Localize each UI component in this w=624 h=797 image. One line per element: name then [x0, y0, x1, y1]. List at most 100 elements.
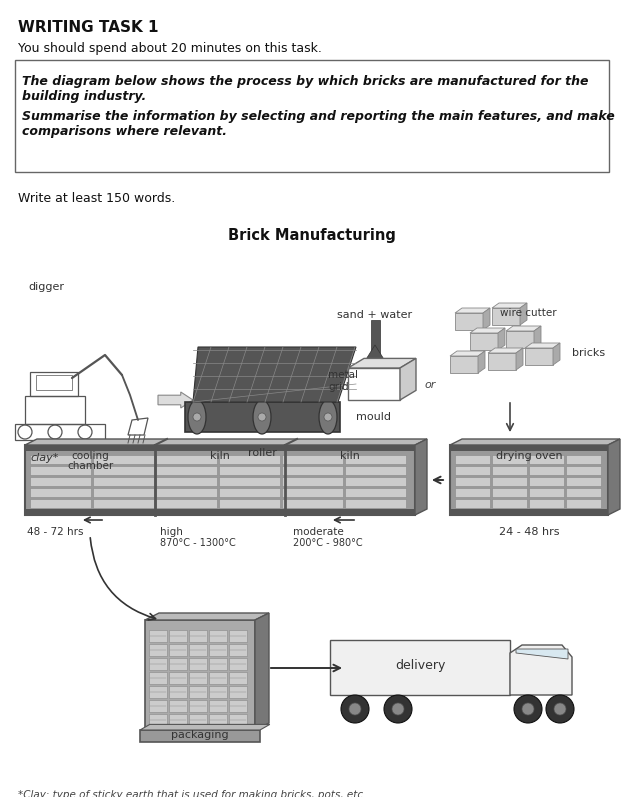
FancyBboxPatch shape — [93, 455, 154, 464]
FancyBboxPatch shape — [156, 488, 217, 497]
FancyBboxPatch shape — [345, 466, 406, 475]
FancyBboxPatch shape — [189, 644, 207, 656]
FancyBboxPatch shape — [529, 466, 564, 475]
Polygon shape — [488, 353, 516, 370]
Ellipse shape — [188, 400, 206, 434]
FancyBboxPatch shape — [345, 499, 406, 508]
FancyBboxPatch shape — [492, 466, 527, 475]
FancyBboxPatch shape — [229, 714, 247, 726]
FancyBboxPatch shape — [169, 644, 187, 656]
FancyBboxPatch shape — [169, 630, 187, 642]
Polygon shape — [553, 343, 560, 365]
FancyBboxPatch shape — [209, 700, 227, 712]
FancyBboxPatch shape — [566, 455, 601, 464]
Text: Brick Manufacturing: Brick Manufacturing — [228, 228, 396, 243]
Text: kiln: kiln — [210, 451, 230, 461]
Polygon shape — [478, 351, 485, 373]
Text: chamber: chamber — [67, 461, 113, 471]
Text: The diagram below shows the process by which bricks are manufactured for the: The diagram below shows the process by w… — [22, 75, 588, 88]
FancyBboxPatch shape — [30, 455, 91, 464]
FancyBboxPatch shape — [345, 477, 406, 486]
Polygon shape — [488, 348, 523, 353]
FancyBboxPatch shape — [140, 730, 260, 742]
Circle shape — [341, 695, 369, 723]
Circle shape — [514, 695, 542, 723]
Text: WRITING TASK 1: WRITING TASK 1 — [18, 20, 158, 35]
Polygon shape — [506, 326, 541, 331]
FancyBboxPatch shape — [219, 477, 280, 486]
FancyBboxPatch shape — [189, 658, 207, 670]
Ellipse shape — [319, 400, 337, 434]
Polygon shape — [498, 328, 505, 350]
FancyBboxPatch shape — [149, 630, 167, 642]
FancyBboxPatch shape — [282, 466, 343, 475]
FancyBboxPatch shape — [189, 700, 207, 712]
FancyBboxPatch shape — [149, 672, 167, 684]
FancyBboxPatch shape — [209, 686, 227, 698]
FancyBboxPatch shape — [492, 455, 527, 464]
FancyBboxPatch shape — [219, 455, 280, 464]
FancyBboxPatch shape — [455, 455, 490, 464]
Polygon shape — [492, 308, 520, 325]
Polygon shape — [255, 613, 269, 730]
Circle shape — [392, 703, 404, 715]
Text: wire cutter: wire cutter — [500, 308, 557, 318]
FancyBboxPatch shape — [149, 686, 167, 698]
FancyBboxPatch shape — [149, 644, 167, 656]
FancyBboxPatch shape — [529, 488, 564, 497]
Circle shape — [384, 695, 412, 723]
FancyBboxPatch shape — [149, 658, 167, 670]
FancyBboxPatch shape — [145, 620, 255, 730]
Polygon shape — [470, 328, 505, 333]
FancyBboxPatch shape — [229, 700, 247, 712]
Polygon shape — [371, 320, 379, 359]
Polygon shape — [455, 308, 490, 313]
Text: drying oven: drying oven — [495, 451, 562, 461]
FancyBboxPatch shape — [282, 455, 343, 464]
Text: cooling: cooling — [71, 451, 109, 461]
FancyBboxPatch shape — [169, 714, 187, 726]
Ellipse shape — [253, 400, 271, 434]
FancyBboxPatch shape — [209, 658, 227, 670]
Text: metal: metal — [328, 370, 358, 380]
FancyBboxPatch shape — [450, 445, 608, 451]
FancyBboxPatch shape — [529, 499, 564, 508]
Text: 200°C - 980°C: 200°C - 980°C — [293, 538, 363, 548]
FancyBboxPatch shape — [30, 499, 91, 508]
Polygon shape — [516, 649, 568, 659]
Circle shape — [193, 413, 201, 421]
Text: 48 - 72 hrs: 48 - 72 hrs — [27, 527, 84, 537]
FancyBboxPatch shape — [455, 488, 490, 497]
FancyBboxPatch shape — [282, 499, 343, 508]
Polygon shape — [193, 347, 356, 402]
FancyBboxPatch shape — [30, 477, 91, 486]
Polygon shape — [455, 313, 483, 330]
FancyBboxPatch shape — [219, 499, 280, 508]
FancyBboxPatch shape — [450, 445, 608, 515]
Text: 24 - 48 hrs: 24 - 48 hrs — [499, 527, 559, 537]
FancyBboxPatch shape — [566, 466, 601, 475]
Circle shape — [522, 703, 534, 715]
Polygon shape — [470, 333, 498, 350]
FancyBboxPatch shape — [189, 714, 207, 726]
Polygon shape — [510, 645, 572, 695]
Polygon shape — [415, 439, 427, 515]
Text: moderate: moderate — [293, 527, 344, 537]
FancyBboxPatch shape — [229, 686, 247, 698]
Polygon shape — [483, 308, 490, 330]
Text: grid: grid — [328, 382, 349, 392]
FancyBboxPatch shape — [330, 640, 510, 695]
Polygon shape — [506, 331, 534, 348]
FancyBboxPatch shape — [169, 672, 187, 684]
Text: 870°C - 1300°C: 870°C - 1300°C — [160, 538, 236, 548]
FancyBboxPatch shape — [529, 455, 564, 464]
Circle shape — [349, 703, 361, 715]
FancyBboxPatch shape — [492, 477, 527, 486]
FancyBboxPatch shape — [156, 455, 217, 464]
Text: digger: digger — [28, 282, 64, 292]
FancyBboxPatch shape — [30, 466, 91, 475]
FancyBboxPatch shape — [566, 488, 601, 497]
Polygon shape — [534, 326, 541, 348]
Polygon shape — [400, 359, 416, 400]
FancyBboxPatch shape — [566, 477, 601, 486]
